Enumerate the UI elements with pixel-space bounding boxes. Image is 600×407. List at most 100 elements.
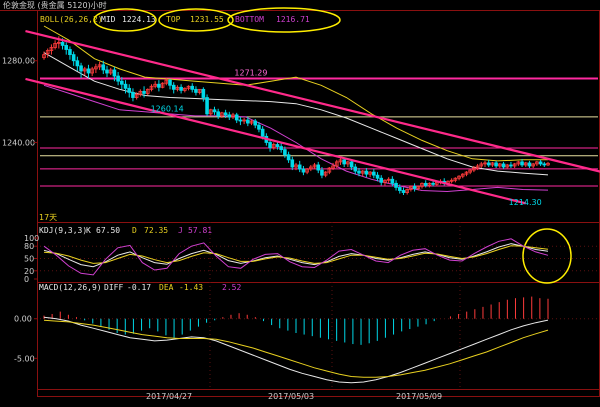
- candle-body: [394, 182, 398, 188]
- candle-body: [457, 175, 461, 179]
- grid-layer: [40, 77, 598, 389]
- candle-body: [538, 161, 543, 165]
- candle-body: [334, 161, 339, 167]
- candle-body: [257, 124, 261, 130]
- candle-body: [464, 171, 469, 175]
- candle-body: [42, 54, 46, 59]
- boll-label: BOLL(26,26,2): [40, 15, 103, 24]
- y-tick-label-kdj: 0: [24, 275, 29, 284]
- candle-body: [179, 86, 183, 91]
- candle-body: [134, 94, 139, 98]
- kdj-k-label: K: [86, 226, 91, 235]
- candle-body: [45, 50, 50, 54]
- candle-body: [197, 88, 202, 93]
- candle-body: [297, 164, 302, 170]
- y-tick-label-kdj: 20: [24, 267, 34, 276]
- candle-body: [112, 69, 117, 77]
- candle-body: [305, 168, 309, 173]
- highlight-ellipse-mid: [93, 8, 157, 32]
- y-tick-label-macd: 0.00: [14, 315, 32, 324]
- candle-body: [416, 186, 421, 189]
- candle-body: [546, 162, 550, 166]
- candle-body: [331, 165, 335, 169]
- kdj-k-value: 67.50: [96, 226, 120, 235]
- candle-body: [516, 161, 521, 165]
- candle-body: [249, 120, 254, 124]
- macd-diff-label: DIFF: [104, 283, 123, 292]
- y-tick-label-kdj: 80: [24, 242, 34, 251]
- candle-body: [208, 109, 213, 115]
- candle-body: [360, 170, 365, 174]
- candle-body: [483, 162, 487, 165]
- macd-dea-label: DEA: [159, 283, 174, 292]
- candle-body: [286, 154, 291, 161]
- price-annotation: 1214.30: [509, 198, 542, 207]
- kdj-d-value: 72.35: [144, 226, 168, 235]
- candle-body: [186, 85, 191, 89]
- candle-body: [75, 60, 80, 67]
- candle-body: [468, 169, 472, 173]
- candle-body: [542, 163, 547, 166]
- kdj-d-label: D: [132, 226, 137, 235]
- y-tick-label-kdj: 50: [24, 255, 34, 264]
- x-tick-label: 2017/05/03: [268, 392, 314, 401]
- candle-body: [238, 119, 243, 122]
- candle-body: [531, 163, 535, 167]
- candle-body: [223, 112, 228, 116]
- candle-body: [60, 41, 65, 46]
- candle-body: [431, 182, 435, 185]
- kdj-j-line: [43, 238, 549, 276]
- candle-body: [505, 164, 510, 168]
- candle-body: [53, 42, 57, 48]
- candle-body: [201, 88, 206, 98]
- candle-body: [353, 166, 358, 172]
- candle-body: [372, 171, 376, 176]
- candle-body: [349, 161, 354, 168]
- candle-body: [86, 68, 91, 74]
- window-title: 伦敦金现 (贵金属 5120)小时: [3, 0, 107, 10]
- candle-body: [123, 83, 128, 89]
- candle-body: [268, 142, 272, 148]
- candle-body: [357, 170, 361, 174]
- x-tick-label: 2017/04/27: [146, 392, 192, 401]
- candle-body: [475, 165, 480, 169]
- boll-mid-value: 1224.13: [122, 15, 156, 24]
- candle-body: [216, 111, 220, 117]
- candle-body: [379, 177, 384, 183]
- candle-body: [168, 79, 172, 86]
- boll-bottom-line: [43, 84, 549, 193]
- candle-body: [323, 171, 328, 176]
- candle-body: [490, 162, 495, 166]
- kdj-j-value: 57.81: [188, 226, 212, 235]
- y-tick-label-main: 1280.00: [2, 57, 35, 66]
- candle-body: [157, 83, 161, 88]
- candle-body: [290, 159, 295, 168]
- candle-body: [142, 90, 146, 94]
- trend-line: [25, 30, 600, 173]
- candle-body: [498, 163, 502, 167]
- candle-body: [194, 88, 198, 93]
- price-annotation: 1260.14: [151, 104, 184, 113]
- kdj-d-line: [43, 245, 549, 264]
- candle-body: [164, 79, 169, 84]
- price-annotation: 1271.29: [234, 69, 267, 78]
- candle-body: [405, 189, 409, 193]
- candle-body: [242, 119, 246, 122]
- candle-body: [234, 114, 239, 121]
- candle-body: [316, 164, 321, 171]
- candle-body: [283, 149, 287, 156]
- candle-body: [494, 162, 498, 167]
- candle-body: [101, 64, 106, 71]
- candle-body: [94, 66, 98, 70]
- candle-body: [327, 167, 332, 173]
- kdj-j-label: J: [178, 226, 183, 235]
- candle-body: [523, 162, 528, 166]
- candle-body: [412, 186, 417, 189]
- candle-body: [153, 83, 157, 87]
- candle-body: [342, 159, 346, 165]
- candle-body: [127, 87, 132, 93]
- boll-bottom-value: 1216.71: [276, 15, 310, 24]
